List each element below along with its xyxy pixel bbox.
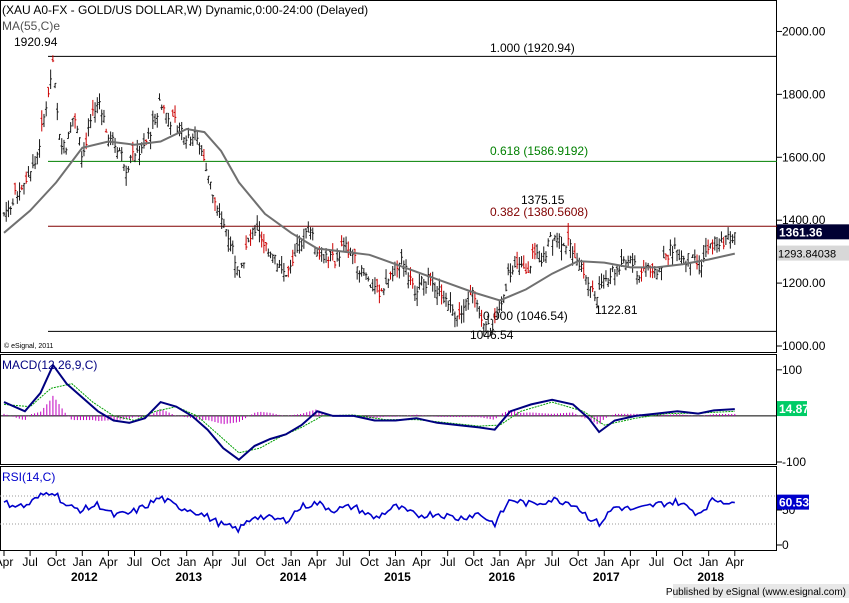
ma55-line — [3, 127, 736, 302]
x-year-label: 2012 — [71, 570, 98, 584]
x-month-label: Oct — [256, 555, 275, 569]
x-month-label: Jan — [177, 555, 196, 569]
x-month-label: Jul — [649, 555, 664, 569]
x-month-label: Oct — [151, 555, 170, 569]
x-month-label: Jul — [231, 555, 246, 569]
x-year-label: 2016 — [489, 570, 516, 584]
x-month-label: Jan — [490, 555, 509, 569]
x-month-label: Jul — [544, 555, 559, 569]
rsi-value-tag — [777, 494, 809, 510]
price-panel-frame — [0, 0, 777, 353]
x-month-label: Apr — [203, 555, 222, 569]
x-year-label: 2015 — [384, 570, 411, 584]
macd-value-tag — [777, 401, 807, 417]
rsi-label: RSI(14,C) — [2, 470, 55, 484]
macd-panel-frame — [0, 354, 777, 465]
x-month-label: Jan — [699, 555, 718, 569]
x-month-label: Apr — [621, 555, 640, 569]
x-month-label: Oct — [47, 555, 66, 569]
last-price-value: 1361.36 — [779, 225, 823, 239]
x-month-label: Oct — [464, 555, 483, 569]
last-price-tag — [777, 224, 849, 240]
macd-label: MACD(12,26,9,C) — [2, 358, 97, 372]
price-ytick-label: 1000.00 — [782, 339, 826, 353]
time-axis: Apr Jul Oct Jan Apr Jul Oct Jan Apr Jul Oct Jan Apr J… — [0, 551, 744, 584]
price-annotation: 1375.15 — [521, 193, 565, 207]
x-month-label: Oct — [673, 555, 692, 569]
ma-value-tag — [777, 245, 849, 261]
price-annotation: 1920.94 — [14, 35, 58, 49]
x-month-label: Jul — [336, 555, 351, 569]
rsi-panel-frame — [0, 466, 777, 551]
footer-published: Published by eSignal (www.esignal.com) — [666, 587, 846, 598]
price-ytick-label: 1600.00 — [782, 150, 826, 164]
x-month-label: Apr — [517, 555, 536, 569]
chart-title: (XAU A0-FX - GOLD/US DOLLAR,W) Dynamic,0… — [2, 3, 368, 17]
ma-label: MA(55,C)e — [2, 19, 60, 33]
ma-value: 1293.84038 — [778, 249, 836, 261]
macd-signal-line — [3, 383, 735, 454]
price-ytick-label: 1200.00 — [782, 276, 826, 290]
x-month-label: Jan — [281, 555, 300, 569]
x-year-label: 2017 — [593, 570, 620, 584]
fib-label-fib_0: 0.000 (1046.54) — [483, 309, 568, 323]
price-annotation: 1122.81 — [595, 303, 638, 317]
rsi-value: 60.53 — [779, 496, 809, 510]
x-month-label: Apr — [308, 555, 327, 569]
x-month-label: Apr — [99, 555, 118, 569]
x-month-label: Oct — [360, 555, 379, 569]
x-year-label: 2013 — [175, 570, 202, 584]
macd-ytick-label: -100 — [782, 455, 806, 469]
fib-label-fib_100: 1.000 (1920.94) — [490, 41, 575, 55]
fib-label-fib_382: 0.382 (1380.5608) — [490, 205, 588, 219]
price-ytick-label: 2000.00 — [782, 24, 826, 38]
macd-line — [3, 363, 735, 461]
rsi-line — [3, 491, 735, 534]
x-month-label: Jul — [440, 555, 455, 569]
x-month-label: Jul — [127, 555, 142, 569]
x-month-label: Jul — [22, 555, 37, 569]
price-annotation: 1046.54 — [470, 328, 514, 342]
price-ytick-label: 1800.00 — [782, 87, 826, 101]
x-month-label: Apr — [725, 555, 744, 569]
price-panel: 1000.00 1200.00 1400.00 1600.00 1800.00 2000.… — [2, 24, 849, 353]
macd-ytick-label: 100 — [782, 363, 802, 377]
footer-bar — [673, 584, 849, 598]
macd-panel: 100 -100 14.87 — [0, 363, 809, 469]
rsi-ytick-label: 0 — [782, 538, 789, 552]
x-month-label: Apr — [412, 555, 431, 569]
macd-value: 14.87 — [779, 402, 809, 416]
copyright-label: © eSignal, 2011 — [4, 342, 54, 350]
x-month-label: Apr — [0, 555, 13, 569]
x-year-label: 2014 — [280, 570, 307, 584]
x-month-label: Jan — [595, 555, 614, 569]
x-month-label: Jan — [386, 555, 405, 569]
fib-label-fib_618: 0.618 (1586.9192) — [490, 144, 588, 158]
x-month-label: Jan — [73, 555, 92, 569]
x-month-label: Oct — [569, 555, 588, 569]
price-ytick-label: 1400.00 — [782, 213, 826, 227]
x-year-label: 2018 — [697, 570, 724, 584]
